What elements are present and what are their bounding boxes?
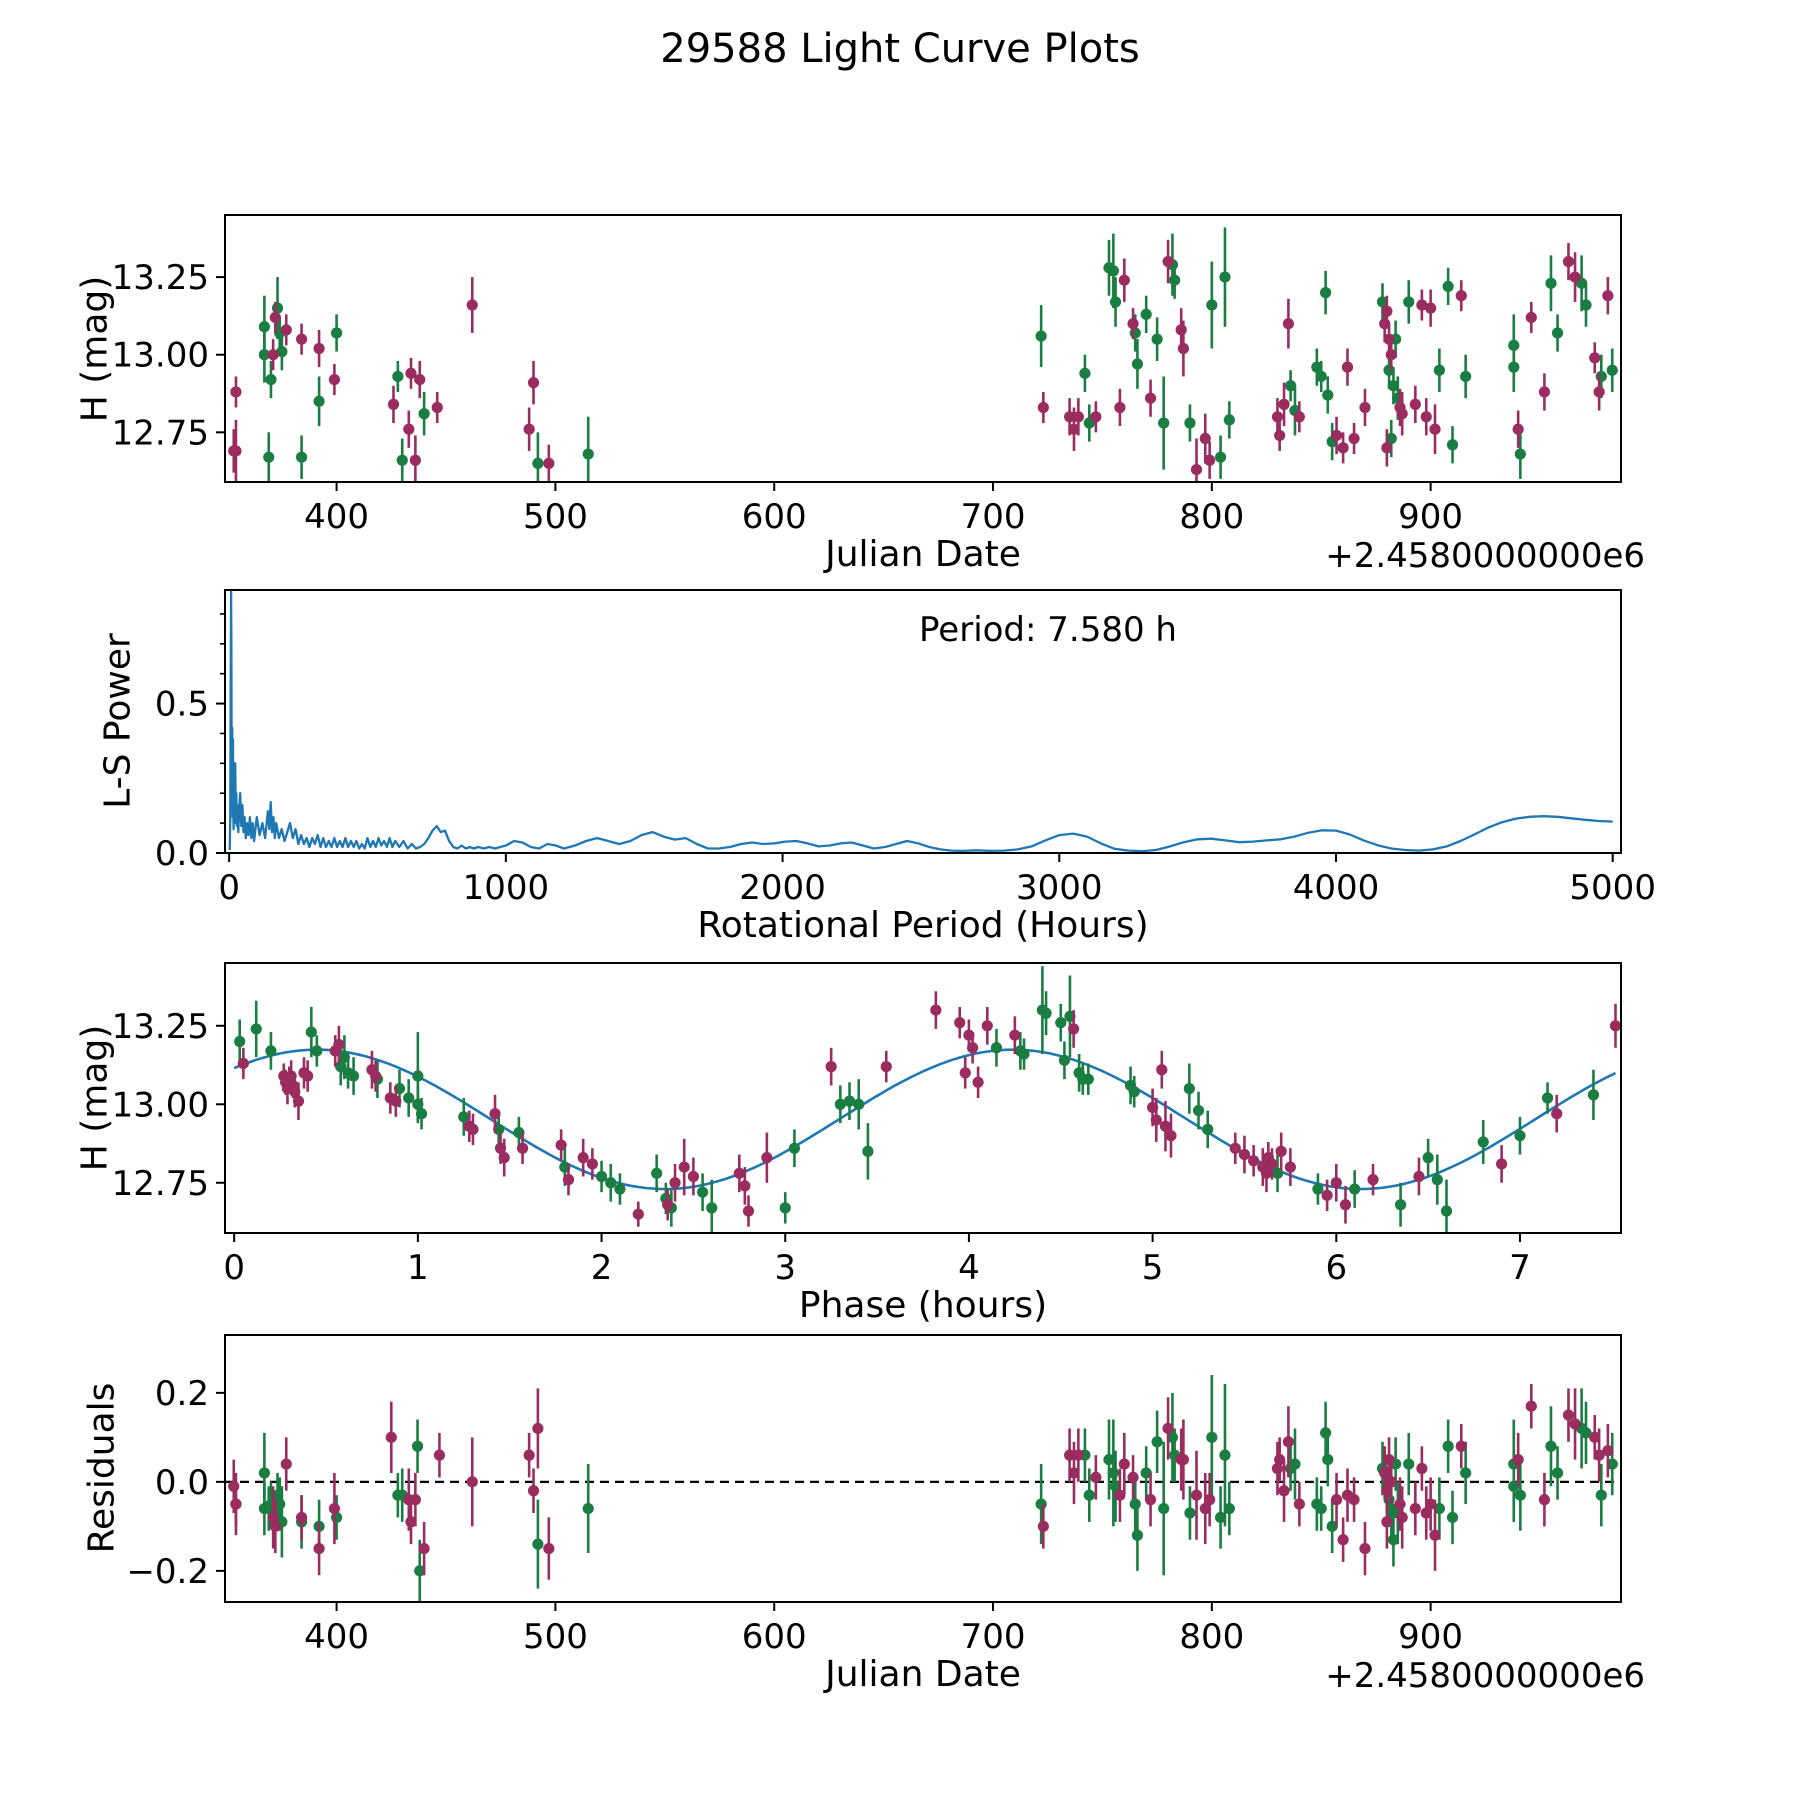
residuals-ticks: 400 500 600 700 800 900 −0.2 0.0 0.2 (126, 1374, 1463, 1657)
svg-text:13.25: 13.25 (112, 258, 209, 298)
svg-text:−0.2: −0.2 (126, 1552, 209, 1592)
svg-text:0.0: 0.0 (155, 1463, 209, 1503)
periodogram-data (228, 590, 1613, 853)
svg-text:0.0: 0.0 (155, 834, 209, 874)
lightcurve-axis-offset: +2.4580000000e6 (1325, 536, 1645, 576)
svg-text:0.5: 0.5 (155, 685, 209, 725)
svg-text:13.00: 13.00 (112, 336, 209, 376)
residuals-axis-offset: +2.4580000000e6 (1325, 1656, 1645, 1696)
svg-text:400: 400 (304, 497, 369, 537)
lightcurve-filter-purple-points (228, 239, 1614, 482)
residuals-data (225, 1375, 1621, 1602)
svg-text:12.75: 12.75 (112, 1164, 209, 1204)
svg-text:1: 1 (407, 1248, 429, 1288)
periodogram-curve (228, 590, 1613, 853)
period-annotation: Period: 7.580 h (919, 610, 1177, 650)
svg-text:13.00: 13.00 (112, 1085, 209, 1125)
svg-text:4: 4 (958, 1248, 980, 1288)
svg-text:700: 700 (961, 1617, 1026, 1657)
svg-text:600: 600 (742, 497, 807, 537)
svg-text:5000: 5000 (1569, 868, 1656, 908)
phase-filter-purple-points (237, 991, 1621, 1227)
svg-text:13.25: 13.25 (112, 1007, 209, 1047)
svg-text:0: 0 (218, 868, 240, 908)
svg-text:0.2: 0.2 (155, 1374, 209, 1414)
periodogram-xlabel: Rotational Period (Hours) (697, 905, 1149, 946)
lightcurve-xlabel: Julian Date (825, 534, 1021, 575)
lightcurve-data (228, 227, 1618, 482)
phase-axes-frame (224, 962, 1622, 1234)
svg-text:700: 700 (961, 497, 1026, 537)
lightcurve-axes-frame (224, 214, 1622, 483)
svg-text:800: 800 (1179, 1617, 1244, 1657)
svg-text:4000: 4000 (1293, 868, 1380, 908)
lightcurve-ticks: 400 500 600 700 800 900 12.75 13.00 13.25 (112, 258, 1463, 537)
phase-filter-green-points (234, 966, 1600, 1233)
periodogram-axes-frame (224, 589, 1622, 854)
svg-text:7: 7 (1509, 1248, 1531, 1288)
lightcurve-filter-green-points (258, 227, 1618, 482)
phase-ticks: 0 1 2 3 4 5 6 7 12.75 13.00 13.25 (112, 1007, 1531, 1288)
svg-text:5: 5 (1142, 1248, 1164, 1288)
svg-text:600: 600 (742, 1617, 807, 1657)
residuals-filter-purple-points (228, 1383, 1614, 1580)
phase-fit-curve (233, 1048, 1617, 1191)
svg-text:2000: 2000 (739, 868, 826, 908)
svg-text:800: 800 (1179, 497, 1244, 537)
periodogram-ticks: 0 1000 2000 3000 4000 5000 0.0 0.5 (155, 613, 1656, 908)
residuals-filter-green-points (258, 1375, 1618, 1602)
svg-text:2: 2 (591, 1248, 613, 1288)
figure-title: 29588 Light Curve Plots (660, 26, 1140, 72)
svg-text:6: 6 (1325, 1248, 1347, 1288)
phase-xlabel: Phase (hours) (798, 1285, 1048, 1326)
svg-text:500: 500 (523, 497, 588, 537)
svg-text:900: 900 (1398, 1617, 1463, 1657)
svg-text:500: 500 (523, 1617, 588, 1657)
svg-text:900: 900 (1398, 497, 1463, 537)
svg-text:0: 0 (223, 1248, 245, 1288)
residuals-axes-frame (224, 1334, 1622, 1603)
svg-text:3000: 3000 (1016, 868, 1103, 908)
svg-text:400: 400 (304, 1617, 369, 1657)
phase-data (233, 966, 1621, 1233)
svg-text:12.75: 12.75 (112, 413, 209, 453)
svg-text:3: 3 (774, 1248, 796, 1288)
residuals-xlabel: Julian Date (825, 1654, 1021, 1695)
svg-text:1000: 1000 (463, 868, 550, 908)
